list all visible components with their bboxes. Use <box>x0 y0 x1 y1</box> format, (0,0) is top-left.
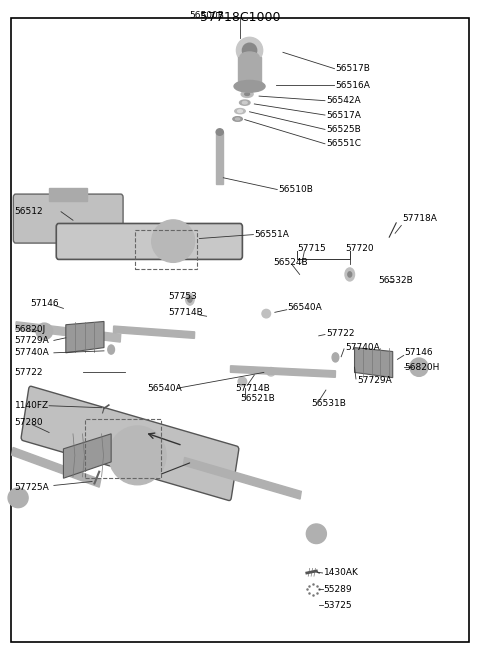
Ellipse shape <box>332 353 339 362</box>
Bar <box>230 366 336 377</box>
Text: 57725A: 57725A <box>15 483 49 492</box>
Polygon shape <box>63 434 111 478</box>
Text: 56517B: 56517B <box>336 64 370 73</box>
Ellipse shape <box>152 220 195 262</box>
Text: 57714B: 57714B <box>235 384 270 392</box>
Ellipse shape <box>240 100 250 105</box>
Text: 57720: 57720 <box>345 245 373 253</box>
Text: 57714B: 57714B <box>168 308 203 318</box>
Text: 56540A: 56540A <box>147 384 182 392</box>
Ellipse shape <box>240 52 259 62</box>
Text: 57146: 57146 <box>405 348 433 358</box>
Ellipse shape <box>238 377 247 386</box>
Text: 56820J: 56820J <box>15 325 46 334</box>
FancyBboxPatch shape <box>13 194 123 243</box>
Ellipse shape <box>192 234 198 239</box>
Bar <box>16 321 121 342</box>
Ellipse shape <box>312 529 321 538</box>
Ellipse shape <box>241 91 253 97</box>
Ellipse shape <box>238 110 242 112</box>
Text: 1430AK: 1430AK <box>324 569 359 577</box>
Bar <box>238 57 262 87</box>
Ellipse shape <box>41 327 48 335</box>
Ellipse shape <box>306 524 326 544</box>
Text: 56521B: 56521B <box>240 394 275 403</box>
Text: 57718A: 57718A <box>402 215 437 224</box>
Ellipse shape <box>348 272 352 277</box>
Ellipse shape <box>237 37 263 64</box>
Text: 55289: 55289 <box>324 584 352 594</box>
Ellipse shape <box>236 118 240 120</box>
Text: 56542A: 56542A <box>326 96 360 105</box>
Text: 56516A: 56516A <box>336 81 370 89</box>
Text: 56500B: 56500B <box>189 11 224 20</box>
Polygon shape <box>66 321 104 353</box>
Ellipse shape <box>267 367 276 376</box>
Text: 57722: 57722 <box>15 368 43 377</box>
Ellipse shape <box>109 426 166 485</box>
Text: 56551C: 56551C <box>326 139 361 148</box>
Text: 56517A: 56517A <box>326 111 361 119</box>
Text: 57146: 57146 <box>30 298 59 308</box>
Text: 56820H: 56820H <box>405 363 440 372</box>
Ellipse shape <box>234 81 265 92</box>
Text: 56524B: 56524B <box>274 258 308 267</box>
Ellipse shape <box>242 43 257 58</box>
Ellipse shape <box>36 323 53 339</box>
Bar <box>183 457 301 499</box>
Text: 57740A: 57740A <box>345 343 380 352</box>
Text: 56525B: 56525B <box>326 125 360 134</box>
Text: 57740A: 57740A <box>15 348 49 358</box>
Bar <box>135 230 197 269</box>
Ellipse shape <box>410 358 428 377</box>
Text: 57729A: 57729A <box>357 376 392 385</box>
Ellipse shape <box>216 129 223 135</box>
Text: 56510B: 56510B <box>278 185 313 194</box>
Text: 56551A: 56551A <box>254 230 289 239</box>
Text: 57715: 57715 <box>297 245 326 253</box>
Polygon shape <box>355 348 393 378</box>
Text: 57718C1000: 57718C1000 <box>200 11 280 24</box>
Text: 56512: 56512 <box>15 207 43 216</box>
Ellipse shape <box>262 310 271 318</box>
Text: 1140FZ: 1140FZ <box>15 401 49 410</box>
Ellipse shape <box>345 268 355 281</box>
Ellipse shape <box>188 297 192 302</box>
Ellipse shape <box>8 488 28 508</box>
Ellipse shape <box>235 108 245 113</box>
Text: 53725: 53725 <box>324 601 352 610</box>
Text: 57753: 57753 <box>168 292 197 301</box>
Text: 56540A: 56540A <box>288 302 323 312</box>
Text: 57722: 57722 <box>326 329 354 338</box>
Ellipse shape <box>108 345 115 354</box>
Ellipse shape <box>245 93 250 96</box>
Ellipse shape <box>242 101 247 104</box>
Bar <box>113 326 195 338</box>
FancyBboxPatch shape <box>56 224 242 259</box>
FancyBboxPatch shape <box>21 386 239 501</box>
Text: 56532B: 56532B <box>378 276 413 285</box>
Ellipse shape <box>415 363 423 371</box>
Text: 56531B: 56531B <box>312 399 347 407</box>
Bar <box>49 188 87 201</box>
Ellipse shape <box>233 117 242 121</box>
Text: 57280: 57280 <box>15 419 43 427</box>
Bar <box>216 132 223 184</box>
Ellipse shape <box>14 493 23 502</box>
Bar <box>85 419 161 478</box>
Bar <box>12 447 101 487</box>
Ellipse shape <box>186 293 194 305</box>
Text: 57729A: 57729A <box>15 336 49 345</box>
